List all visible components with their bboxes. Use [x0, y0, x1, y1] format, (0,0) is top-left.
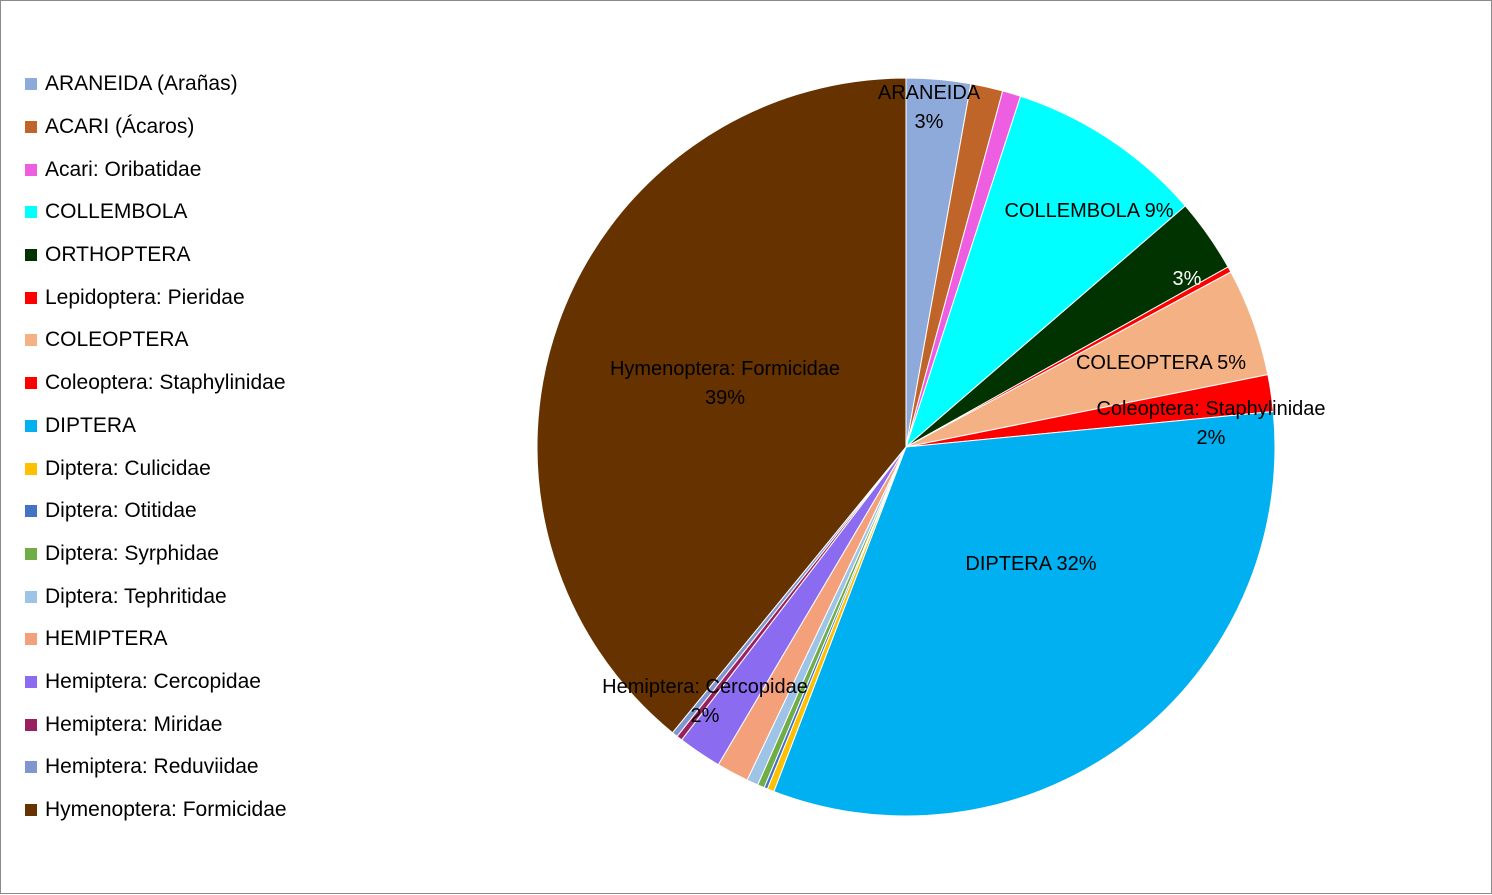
- legend-label: ACARI (Ácaros): [45, 115, 195, 139]
- legend-label: Hemiptera: Miridae: [45, 712, 223, 736]
- legend-label: Diptera: Culicidae: [45, 456, 211, 480]
- pie-data-labels: ARANEIDA 3% COLLEMBOLA 9% 3% COLEOPTERA 5% Co…: [602, 82, 1325, 727]
- data-label-line: 2%: [1197, 427, 1226, 449]
- legend-label: COLLEMBOLA: [45, 200, 188, 224]
- legend-swatch: [25, 633, 37, 646]
- legend-label: COLEOPTERA: [45, 328, 189, 352]
- legend-item: DIPTERA: [25, 405, 355, 448]
- legend-swatch: [25, 419, 37, 432]
- legend-swatch: [25, 121, 37, 134]
- data-label: DIPTERA 32%: [965, 553, 1096, 575]
- legend-item: COLLEMBOLA: [25, 191, 355, 234]
- chart-legend: ARANEIDA (Arañas) ACARI (Ácaros) Acari: Or…: [25, 63, 355, 831]
- legend-item: Diptera: Tephritidae: [25, 575, 355, 618]
- legend-item: ORTHOPTERA: [25, 234, 355, 277]
- legend-item: Diptera: Culicidae: [25, 447, 355, 490]
- data-label: Coleoptera: Staphylinidae 2%: [1096, 398, 1325, 449]
- data-label-line: 39%: [705, 387, 745, 409]
- legend-swatch: [25, 163, 37, 176]
- legend-item: HEMIPTERA: [25, 618, 355, 661]
- data-label-line: COLLEMBOLA 9%: [1005, 200, 1174, 222]
- legend-swatch: [25, 334, 37, 347]
- data-label-line: DIPTERA 32%: [965, 553, 1096, 575]
- legend-swatch: [25, 505, 37, 518]
- legend-item: Hemiptera: Cercopidae: [25, 661, 355, 704]
- data-label-line: 3%: [915, 111, 944, 133]
- legend-label: ORTHOPTERA: [45, 243, 191, 267]
- legend-label: Acari: Oribatidae: [45, 157, 202, 181]
- data-label: ARANEIDA 3%: [878, 82, 981, 133]
- legend-swatch: [25, 377, 37, 390]
- legend-item: ACARI (Ácaros): [25, 106, 355, 149]
- legend-swatch: [25, 718, 37, 731]
- legend-swatch: [25, 462, 37, 475]
- legend-swatch: [25, 206, 37, 219]
- data-label-line: Hymenoptera: Formicidae: [610, 358, 840, 380]
- legend-item: Hemiptera: Reduviidae: [25, 746, 355, 789]
- legend-item: Diptera: Otitidae: [25, 490, 355, 533]
- legend-label: Hemiptera: Reduviidae: [45, 755, 259, 779]
- legend-item: Coleoptera: Staphylinidae: [25, 362, 355, 405]
- legend-label: HEMIPTERA: [45, 627, 168, 651]
- legend-item: Hymenoptera: Formicidae: [25, 789, 355, 832]
- legend-item: ARANEIDA (Arañas): [25, 63, 355, 106]
- pie-slice: [904, 95, 1187, 449]
- legend-item: Hemiptera: Miridae: [25, 703, 355, 746]
- legend-swatch: [25, 249, 37, 262]
- legend-item: COLEOPTERA: [25, 319, 355, 362]
- data-label: Hymenoptera: Formicidae 39%: [610, 358, 840, 409]
- legend-swatch: [25, 291, 37, 304]
- legend-label: Diptera: Syrphidae: [45, 541, 219, 565]
- legend-label: DIPTERA: [45, 413, 137, 437]
- data-label: COLLEMBOLA 9%: [1005, 200, 1174, 222]
- legend-label: Diptera: Tephritidae: [45, 584, 227, 608]
- legend-swatch: [25, 547, 37, 560]
- legend-label: Lepidoptera: Pieridae: [45, 285, 245, 309]
- legend-swatch: [25, 804, 37, 817]
- pie-slice: [773, 410, 1276, 817]
- data-label: Hemiptera: Cercopidae 2%: [602, 676, 808, 727]
- legend-label: Hymenoptera: Formicidae: [45, 798, 287, 822]
- legend-label: Hemiptera: Cercopidae: [45, 669, 261, 693]
- data-label-line: COLEOPTERA 5%: [1076, 352, 1246, 374]
- legend-label: ARANEIDA (Arañas): [45, 72, 238, 96]
- data-label: 3%: [1173, 268, 1202, 290]
- data-label-line: Coleoptera: Staphylinidae: [1096, 398, 1325, 420]
- pie-slices: [536, 77, 1276, 817]
- data-label: COLEOPTERA 5%: [1076, 352, 1246, 374]
- legend-item: Acari: Oribatidae: [25, 148, 355, 191]
- legend-swatch: [25, 590, 37, 603]
- data-label-line: Hemiptera: Cercopidae: [602, 676, 808, 698]
- legend-swatch: [25, 675, 37, 688]
- legend-swatch: [25, 78, 37, 91]
- legend-item: Diptera: Syrphidae: [25, 533, 355, 576]
- data-label-line: ARANEIDA: [878, 82, 981, 104]
- pie-slice: [536, 77, 907, 734]
- legend-item: Lepidoptera: Pieridae: [25, 276, 355, 319]
- legend-label: Coleoptera: Staphylinidae: [45, 371, 286, 395]
- data-label-line: 2%: [691, 705, 720, 727]
- legend-swatch: [25, 761, 37, 774]
- data-label-line: 3%: [1173, 268, 1202, 290]
- legend-label: Diptera: Otitidae: [45, 499, 197, 523]
